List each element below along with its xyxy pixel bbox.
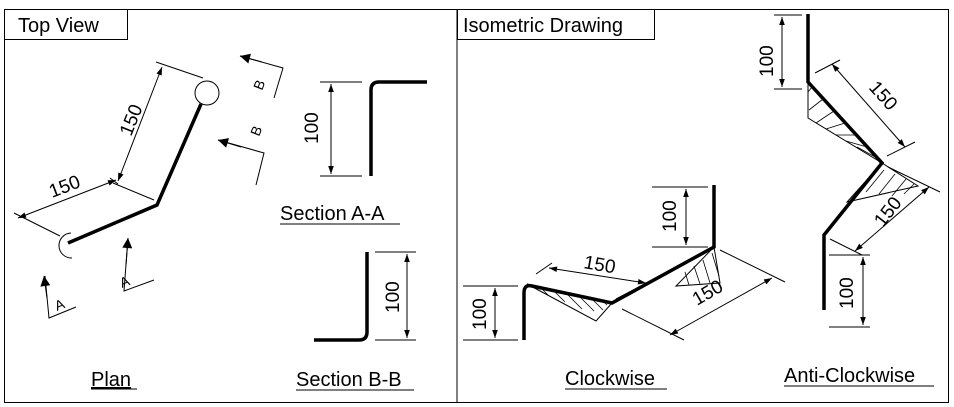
iso-acw-dim-150-upper-line [831,63,906,148]
section-a-a-dim: 100 [302,112,323,144]
plan-dim-150-upper: 150 [116,102,147,139]
iso-clockwise-drawing: 100 100 150 150 [463,185,786,341]
section-b-b-dim: 100 [383,281,404,313]
isometric-title-box: Isometric Drawing [457,9,655,40]
section-a-a-caption: Section A-A [280,203,385,225]
iso-cw-dim-100-right: 100 [660,200,681,232]
section-mark-b-2: B [217,123,265,186]
iso-anticlockwise-drawing: 100 150 150 100 [757,14,941,328]
svg-text:B: B [247,123,265,138]
section-b-b-caption: Section B-B [296,369,402,391]
svg-text:A: A [117,272,132,291]
iso-cw-hatch-left [526,283,613,322]
iso-cw-dim-150-bottom-line [669,277,773,336]
iso-cw-dim-150-top: 150 [582,252,617,278]
top-view-title: Top View [18,15,99,37]
section-b-b-bar [314,252,369,342]
iso-acw-bar [806,14,885,310]
plan-drawing: 150 150 A A B B [13,53,284,319]
plan-end-circle-left [58,232,73,259]
iso-cw-bar [522,185,716,340]
iso-acw-hatch-lower [845,162,920,203]
iso-acw-dim-150-upper: 150 [864,77,901,115]
plan-end-circle-top [194,80,220,106]
section-mark-a-1: A [40,275,77,319]
plan-dim-150-lower-line [17,179,117,219]
iso-acw-dim-150-lower: 150 [870,193,906,231]
iso-acw-dim-100-bottom: 100 [837,277,858,309]
iso-acw-dim-150-lower-line [854,186,930,252]
iso-cw-dim-150-top-line [548,266,647,285]
section-b-b-drawing: 100 [314,251,416,342]
plan-caption: Plan [91,369,131,391]
iso-acw-dim-100-top: 100 [757,45,778,77]
iso-clockwise-caption: Clockwise [565,368,655,390]
iso-anticlockwise-caption: Anti-Clockwise [784,365,915,387]
plan-dim-150-lower: 150 [46,172,83,203]
svg-text:B: B [250,77,268,92]
iso-cw-dim-150-bottom: 150 [689,276,727,310]
section-mark-a-2: A [117,237,155,292]
plan-bar [67,103,203,245]
section-a-a-drawing: 100 [302,80,427,177]
iso-cw-dim-100-left: 100 [470,298,491,330]
isometric-title: Isometric Drawing [463,15,623,37]
plan-dim-150-upper-line [117,66,163,182]
top-view-title-box: Top View [4,9,128,40]
section-a-a-bar [369,80,427,176]
section-mark-b-1: B [239,53,284,99]
